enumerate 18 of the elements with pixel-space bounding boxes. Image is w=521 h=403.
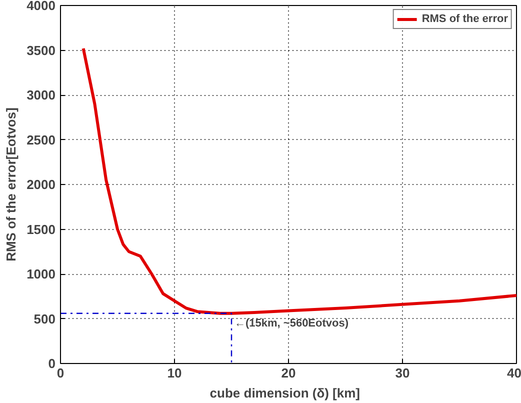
y-tick-label: 3500	[26, 42, 56, 58]
x-axis-title: cube dimension (δ) [km]	[210, 386, 360, 400]
x-tick-label: 30	[395, 366, 410, 380]
x-tick-label: 40	[507, 366, 521, 380]
legend-label: RMS of the error	[422, 13, 508, 25]
annotation: ←(15km, ~560Eotvos)	[234, 317, 349, 330]
x-tick-label: 20	[281, 366, 296, 380]
y-tick-label: 3000	[26, 88, 56, 102]
line-series	[82, 46, 516, 315]
y-tick-label: 2000	[26, 177, 56, 192]
y-tick-label: 1500	[26, 222, 56, 237]
y-axis-title: RMS of the error[Eotvos]	[4, 108, 19, 262]
y-tick-label: 2500	[26, 132, 56, 148]
y-tick-label: 500	[34, 311, 56, 326]
y-tick-label: 1000	[26, 266, 56, 282]
y-tick-label: 4000	[26, 0, 56, 13]
x-tick-label: 10	[167, 366, 182, 380]
y-tick-label: 0	[48, 356, 56, 371]
